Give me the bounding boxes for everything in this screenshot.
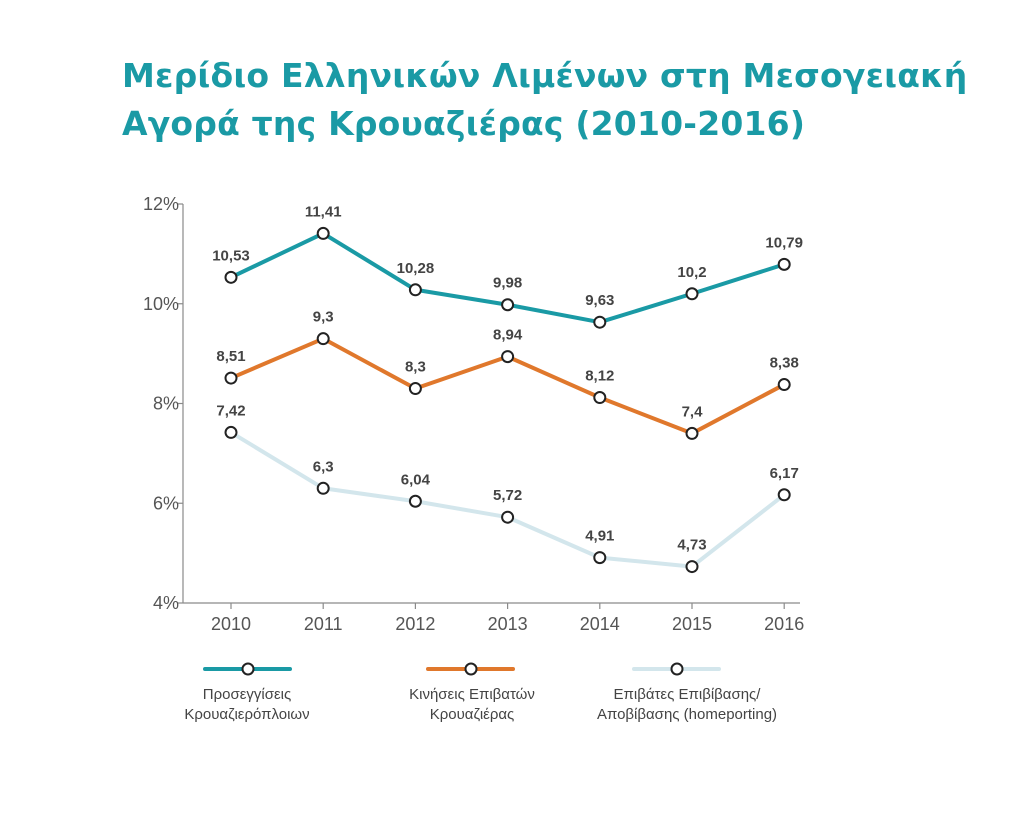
legend-label-2: Κινήσεις Επιβατών Κρουαζιέρας <box>372 685 572 725</box>
legend-label-1-line-1: Προσεγγίσεις <box>202 686 292 703</box>
data-label: 10,2 <box>677 264 706 281</box>
legend-marker-2 <box>464 662 478 676</box>
data-point <box>501 298 515 312</box>
data-point <box>316 481 330 495</box>
data-label: 5,72 <box>493 487 522 504</box>
data-point <box>593 315 607 329</box>
data-point <box>777 378 791 392</box>
data-label: 11,41 <box>305 203 342 220</box>
legend-label-3: Επιβάτες Επιβίβασης/ Αποβίβασης (homepor… <box>567 685 807 725</box>
data-point <box>501 350 515 364</box>
x-tick-label: 2015 <box>672 614 712 634</box>
legend-marker-1 <box>241 662 255 676</box>
x-tick-label: 2012 <box>395 614 435 634</box>
legend-label-3-line-2: Αποβίβασης (homeporting) <box>596 706 778 723</box>
y-tick-label: 12% <box>143 194 179 214</box>
data-point <box>685 560 699 574</box>
data-label: 8,12 <box>585 368 614 385</box>
legend-label-2-line-2: Κρουαζιέρας <box>429 706 515 723</box>
x-tick-label: 2011 <box>304 614 343 634</box>
data-label: 8,38 <box>770 355 799 372</box>
data-label: 4,91 <box>585 528 614 545</box>
legend-marker-3 <box>670 662 684 676</box>
data-point <box>224 270 238 284</box>
y-tick-label: 4% <box>153 593 179 613</box>
data-label: 9,98 <box>493 275 522 292</box>
data-label: 6,04 <box>401 471 431 488</box>
data-point <box>777 257 791 271</box>
data-label: 9,63 <box>585 292 614 309</box>
data-point <box>593 551 607 565</box>
data-point <box>408 494 422 508</box>
chart-title-line-1: Μερίδιο Ελληνικών Λιμένων στη Μεσογειακή <box>122 56 968 95</box>
data-point <box>777 488 791 502</box>
data-label: 8,94 <box>493 327 523 344</box>
data-label: 4,73 <box>677 537 706 554</box>
y-tick-label: 8% <box>153 394 179 414</box>
chart-title: Μερίδιο Ελληνικών Λιμένων στη Μεσογειακή… <box>122 52 967 148</box>
data-point <box>224 371 238 385</box>
x-tick-label: 2014 <box>580 614 620 634</box>
legend-label-2-line-1: Κινήσεις Επιβατών <box>409 686 535 703</box>
data-point <box>685 287 699 301</box>
legend-label-1: Προσεγγίσεις Κρουαζιερόπλοιων <box>152 685 342 725</box>
data-label: 6,17 <box>770 465 799 482</box>
y-tick-label: 6% <box>153 493 179 513</box>
data-label: 6,3 <box>313 458 334 475</box>
data-label: 7,4 <box>682 403 704 420</box>
data-point <box>685 426 699 440</box>
data-label: 10,79 <box>765 234 803 251</box>
data-label: 8,51 <box>216 348 245 365</box>
data-point <box>316 332 330 346</box>
data-label: 9,3 <box>313 309 334 326</box>
data-point <box>408 382 422 396</box>
x-tick-label: 2010 <box>211 614 251 634</box>
data-label: 10,53 <box>212 247 250 264</box>
data-point <box>224 425 238 439</box>
legend-label-1-line-2: Κρουαζιερόπλοιων <box>184 706 310 723</box>
legend-label-3-line-1: Επιβάτες Επιβίβασης/ <box>613 686 761 703</box>
data-point <box>316 226 330 240</box>
chart-title-line-2: Αγορά της Κρουαζιέρας (2010-2016) <box>122 104 806 143</box>
y-tick-label: 10% <box>143 294 179 314</box>
data-point <box>501 510 515 524</box>
data-label: 10,28 <box>397 260 435 277</box>
data-label: 7,42 <box>216 402 245 419</box>
x-tick-label: 2013 <box>488 614 528 634</box>
x-tick-label: 2016 <box>764 614 804 634</box>
data-point <box>408 283 422 297</box>
data-point <box>593 391 607 405</box>
data-label: 8,3 <box>405 359 426 376</box>
